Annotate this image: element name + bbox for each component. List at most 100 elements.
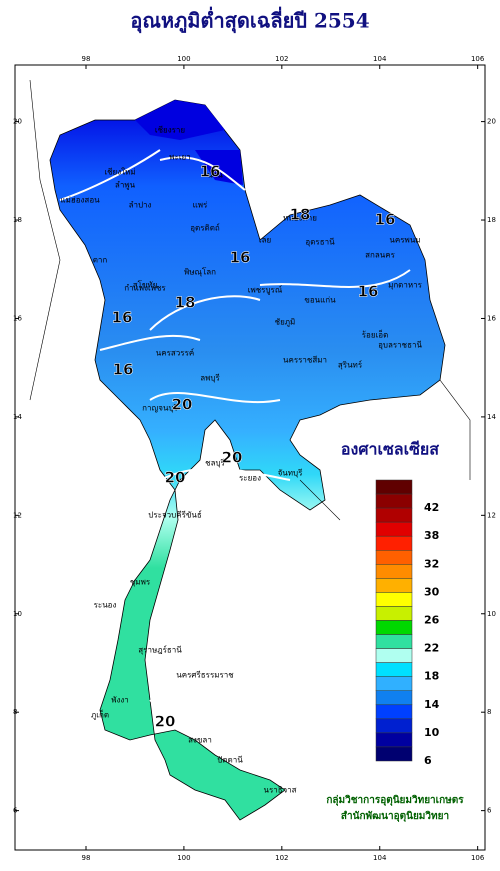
place-name: เลย	[259, 236, 271, 245]
legend: 42 38 32 30 26 22 18 14 10 6	[375, 479, 440, 767]
lat-tick-label: 8	[13, 708, 17, 716]
lat-tick-label: 12	[487, 511, 496, 519]
legend-swatch	[375, 550, 413, 565]
place-name: มุกดาหาร	[388, 281, 423, 290]
place-name: ภูเก็ต	[91, 710, 109, 721]
place-name: นครพนม	[389, 236, 420, 245]
lat-tick-label: 6	[487, 807, 492, 815]
place-name: ลำปาง	[129, 201, 152, 210]
place-name: สกลนคร	[365, 251, 395, 260]
place-name: ขอนแก่น	[304, 296, 336, 305]
place-name: ร้อยเอ็ด	[362, 330, 389, 340]
contour-line	[59, 149, 411, 746]
cold-region	[195, 150, 243, 185]
lon-tick-label: 100	[177, 55, 190, 63]
legend-swatch	[375, 690, 413, 706]
legend-label: 6	[424, 754, 432, 767]
legend-swatch	[375, 662, 413, 677]
place-name: อุบลราชธานี	[378, 341, 422, 350]
legend-swatch	[375, 732, 413, 748]
place-name: เชียงราย	[155, 126, 185, 135]
place-name: ลำพูน	[115, 181, 136, 191]
place-name: สงขลา	[188, 736, 212, 745]
lat-tick-label: 18	[487, 216, 496, 224]
contour-label: 16	[112, 309, 133, 327]
cold-region	[135, 100, 225, 140]
legend-label: 14	[424, 698, 440, 711]
lat-tick-label: 18	[13, 216, 22, 224]
legend-label: 10	[424, 726, 440, 739]
border-line	[29, 79, 471, 521]
footer-line: กลุ่มวิชาการอุตุนิยมวิทยาเกษตร	[326, 794, 464, 806]
place-name: พิษณุโลก	[184, 267, 216, 277]
legend-label: 18	[424, 670, 439, 683]
legend-swatch	[375, 535, 413, 551]
place-name: พะเยา	[169, 153, 190, 162]
place-name: ชัยภูมิ	[275, 318, 296, 328]
lat-tick-label: 20	[13, 118, 22, 126]
lon-tick-label: 98	[82, 854, 91, 862]
place-name: แม่ฮ่องสอน	[60, 196, 100, 205]
contour-label: 18	[175, 294, 196, 312]
lat-tick-label: 12	[13, 511, 22, 519]
contour-label: 16	[358, 283, 379, 301]
legend-label: 42	[424, 501, 439, 514]
place-name: สุราษฎร์ธานี	[138, 645, 182, 655]
contour-label: 20	[165, 469, 186, 487]
place-name: น่าน	[207, 171, 223, 180]
place-name: ชุมพร	[130, 578, 151, 587]
legend-swatch	[375, 634, 413, 649]
legend-swatch	[375, 620, 413, 635]
place-name: ระยอง	[239, 474, 261, 483]
lon-tick-label: 106	[471, 55, 485, 63]
contour-label: 20	[155, 713, 176, 731]
place-name: ลพบุรี	[200, 374, 220, 383]
lat-tick-label: 16	[13, 314, 22, 322]
legend-swatch	[375, 648, 413, 663]
lon-tick-label: 104	[373, 55, 387, 63]
lat-tick-label: 16	[487, 314, 496, 322]
legend-label: 38	[424, 529, 439, 542]
legend-label: 32	[424, 557, 439, 570]
title: อุณหภูมิต่ำสุดเฉลี่ยปี 2554	[130, 6, 369, 35]
place-name: สุรินทร์	[338, 360, 363, 370]
place-name: พังงา	[111, 696, 129, 705]
place-name: จันทบุรี	[278, 469, 304, 478]
legend-swatch	[375, 578, 413, 593]
contour-label: 20	[172, 396, 193, 414]
legend-label: 22	[424, 642, 439, 655]
place-name: เพชรบูรณ์	[248, 285, 283, 296]
place-name: ระนอง	[94, 601, 117, 610]
contour-label: 16	[375, 211, 396, 229]
contour-label: 18	[290, 206, 311, 224]
legend-swatch	[375, 592, 413, 607]
land-outline	[49, 99, 446, 821]
place-name: ตาก	[93, 256, 108, 265]
legend-label: 30	[424, 585, 440, 598]
contour-label: 20	[222, 449, 243, 467]
place-name: สุโขทัย	[133, 280, 158, 290]
legend-swatch	[375, 718, 413, 734]
place-name: หนองคาย	[283, 214, 317, 223]
lat-tick-label: 10	[487, 610, 496, 618]
lon-tick-label: 106	[471, 854, 485, 862]
place-name: กำแพงเพชร	[124, 284, 166, 293]
legend-swatch	[375, 746, 413, 762]
legend-swatch	[375, 676, 413, 692]
legend-swatch	[375, 606, 413, 621]
lon-tick-label: 98	[82, 55, 91, 63]
contour-label: 16	[230, 249, 251, 267]
place-name: อุตรดิตถ์	[190, 223, 220, 233]
place-name: นครศรีธรรมราช	[176, 671, 234, 680]
lon-tick-label: 102	[275, 854, 288, 862]
legend-title: องศาเซลเซียส	[341, 440, 439, 459]
place-name: นครราชสีมา	[283, 356, 327, 365]
place-name: แพร่	[193, 201, 208, 210]
legend-swatch	[375, 564, 413, 579]
legend-swatch	[375, 521, 413, 537]
place-name: ชลบุรี	[205, 459, 225, 468]
contour-label: 16	[113, 361, 134, 379]
legend-swatch	[375, 479, 413, 495]
legend-swatch	[375, 493, 413, 509]
place-name: นครสวรรค์	[156, 348, 194, 358]
